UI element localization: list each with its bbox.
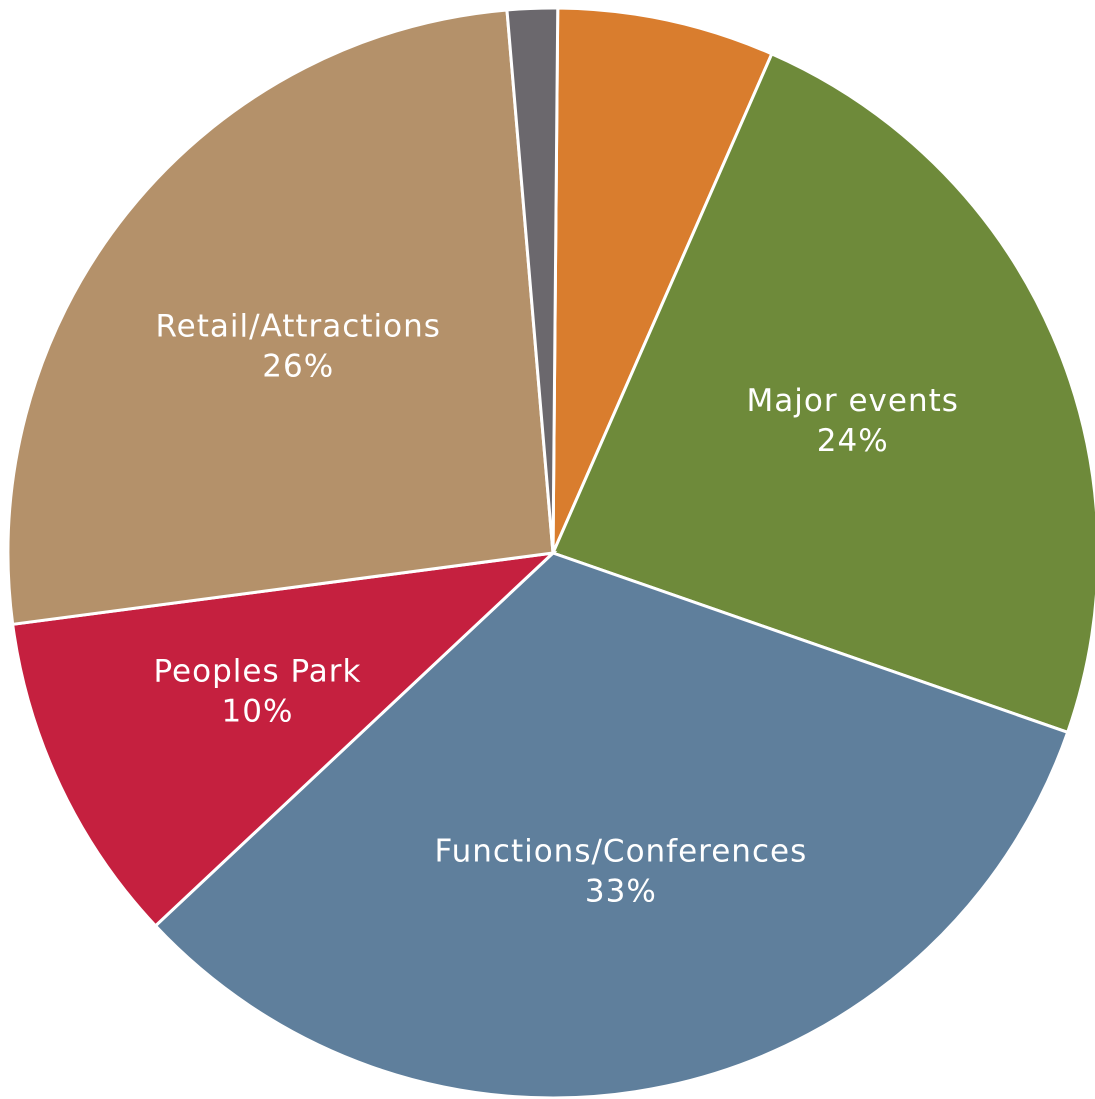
slice-label: Peoples Park [153,653,361,689]
slice-label: Retail/Attractions [156,309,441,345]
chart: Major events 24% Functions/Conferences 33% P… [0,0,1095,1099]
slice-value-label: 26% [262,349,334,385]
slice-value-label: 10% [222,693,294,729]
slice-label: Functions/Conferences [434,833,807,869]
slice-value-label: 24% [817,423,889,459]
slice-value-label: 33% [585,873,657,909]
slice-label: Major events [747,383,959,419]
page: Major events 24% Functions/Conferences 33% P… [0,0,1095,1099]
